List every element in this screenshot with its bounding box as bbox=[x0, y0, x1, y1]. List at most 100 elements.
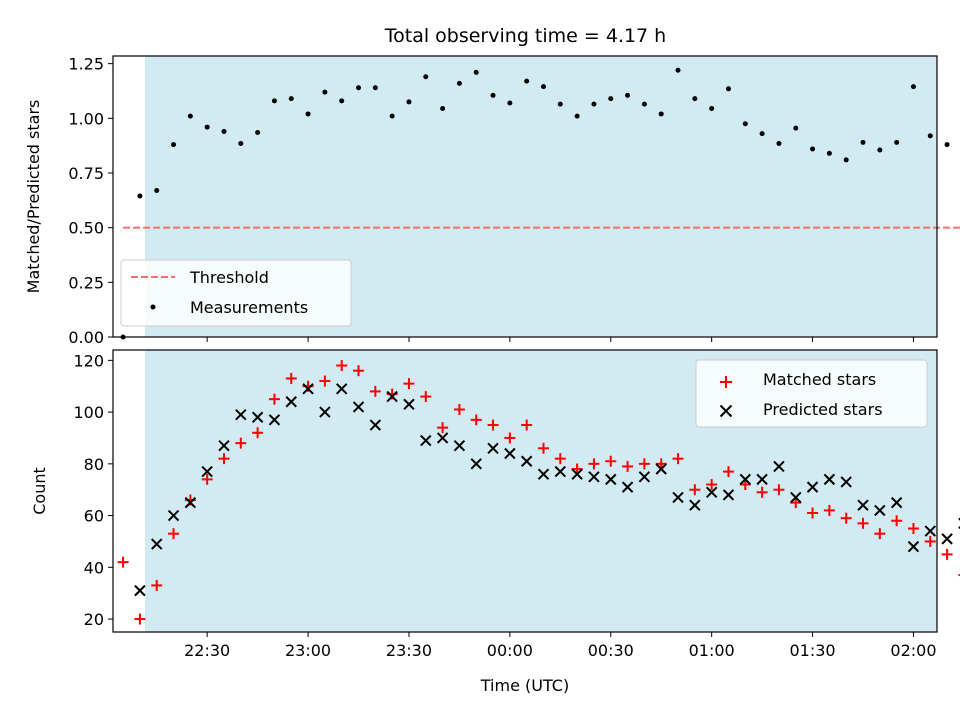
measurement-point bbox=[255, 130, 261, 136]
measurement-point bbox=[826, 150, 832, 156]
measurement-point bbox=[171, 142, 177, 148]
count-x-tick-label: 22:30 bbox=[184, 641, 230, 660]
matched-star-point bbox=[588, 458, 600, 470]
predicted-star-point bbox=[268, 414, 281, 426]
measurement-point bbox=[709, 105, 715, 111]
matched-star-point bbox=[672, 453, 684, 465]
matched-star-point bbox=[168, 528, 180, 540]
predicted-star-point bbox=[638, 471, 651, 483]
count-y-tick-label: 80 bbox=[84, 455, 104, 474]
predicted-star-point bbox=[251, 411, 264, 423]
ratio-y-tick-label: 0.00 bbox=[68, 328, 104, 347]
measurement-point bbox=[574, 113, 580, 119]
matched-star-point bbox=[689, 484, 701, 496]
ratio-y-tick-label: 1.00 bbox=[68, 109, 104, 128]
legend-predicted-swatch bbox=[719, 404, 733, 418]
count-legend: Matched stars Predicted stars bbox=[695, 359, 928, 428]
predicted-star-point bbox=[773, 460, 785, 473]
measurement-point bbox=[187, 113, 193, 119]
ratio-y-tick-label: 0.75 bbox=[68, 164, 104, 183]
count-y-axis: 20 40 60 80 100 120 bbox=[73, 351, 113, 629]
measurements-layer bbox=[120, 67, 950, 340]
measurement-point bbox=[877, 147, 883, 153]
matched-star-point bbox=[420, 391, 432, 403]
count-x-tick-label: 01:00 bbox=[689, 641, 735, 660]
count-y-tick-label: 60 bbox=[84, 507, 104, 526]
predicted-star-point bbox=[621, 481, 634, 493]
measurement-point bbox=[910, 84, 916, 90]
measurement-point bbox=[641, 101, 647, 107]
matched-star-point bbox=[201, 473, 213, 485]
measurement-point bbox=[591, 101, 597, 107]
predicted-star-point bbox=[134, 584, 146, 597]
measurement-point bbox=[204, 124, 210, 130]
predicted-star-point bbox=[285, 396, 297, 408]
matched-star-point bbox=[319, 375, 331, 387]
predicted-star-point bbox=[605, 473, 617, 486]
measurement-point bbox=[238, 140, 244, 146]
matched-star-point bbox=[285, 372, 297, 384]
matched-star-point bbox=[823, 504, 835, 516]
ratio-x-axis-ticks bbox=[206, 337, 914, 342]
count-y-tick-label: 20 bbox=[84, 610, 104, 629]
measurement-point bbox=[490, 92, 496, 98]
measurement-point bbox=[843, 157, 849, 163]
predicted-star-point bbox=[588, 471, 600, 483]
predicted-star-point bbox=[806, 481, 819, 493]
matched-star-point bbox=[638, 458, 650, 470]
figure-title: Total observing time = 4.17 h bbox=[384, 25, 666, 47]
matched-star-point bbox=[706, 479, 718, 491]
matched-star-point bbox=[571, 463, 583, 475]
predicted-star-point bbox=[218, 440, 230, 452]
predicted-star-point bbox=[470, 458, 482, 470]
predicted-star-point bbox=[571, 468, 583, 480]
legend-matched-label: Matched stars bbox=[763, 370, 876, 389]
legend-threshold-label: Threshold bbox=[189, 268, 269, 287]
matched-star-point bbox=[655, 458, 667, 470]
matched-star-point bbox=[605, 455, 617, 467]
measurement-point bbox=[658, 111, 664, 117]
measurement-point bbox=[456, 80, 462, 86]
matched-star-point bbox=[840, 512, 852, 524]
measurement-point bbox=[557, 101, 563, 107]
predicted-star-point bbox=[167, 509, 180, 522]
matched-star-point bbox=[437, 422, 449, 434]
matched-star-point bbox=[268, 393, 280, 405]
predicted-star-point bbox=[537, 468, 550, 480]
predicted-star-point bbox=[302, 383, 314, 395]
predicted-star-point bbox=[487, 442, 499, 455]
predicted-star-point bbox=[386, 390, 398, 403]
predicted-star-point bbox=[689, 499, 701, 511]
matched-star-point bbox=[504, 432, 516, 444]
matched-star-point bbox=[907, 523, 919, 535]
predicted-star-point bbox=[924, 525, 936, 537]
matched-star-point bbox=[622, 460, 634, 472]
matched-star-point bbox=[891, 515, 903, 527]
predicted-star-point bbox=[420, 434, 432, 447]
count-x-tick-label: 02:00 bbox=[890, 641, 936, 660]
ratio-y-axis-label: Matched/Predicted stars bbox=[24, 100, 43, 294]
measurement-point bbox=[608, 96, 614, 102]
measurement-point bbox=[372, 85, 378, 91]
legend-measurements-swatch bbox=[150, 304, 156, 310]
measurement-point bbox=[339, 98, 345, 104]
matched-star-point bbox=[874, 528, 886, 540]
matched-star-point bbox=[739, 479, 751, 491]
predicted-star-point bbox=[790, 491, 802, 504]
measurement-point bbox=[221, 128, 227, 134]
predicted-star-point bbox=[335, 383, 348, 395]
matched-star-point bbox=[134, 613, 146, 625]
predicted-star-point bbox=[235, 408, 247, 421]
matched-star-point bbox=[756, 486, 768, 498]
measurement-point bbox=[742, 121, 748, 127]
measurement-point bbox=[322, 89, 328, 95]
matched-star-point bbox=[941, 548, 953, 560]
ratio-y-tick-label: 1.25 bbox=[68, 55, 104, 74]
count-y-axis-label: Count bbox=[30, 467, 49, 515]
predicted-star-point bbox=[436, 432, 449, 444]
measurement-point bbox=[154, 187, 160, 193]
predicted-star-point bbox=[672, 491, 684, 504]
measurement-point bbox=[675, 67, 681, 73]
predicted-star-point bbox=[756, 473, 768, 486]
count-axes-frame bbox=[112, 349, 938, 633]
